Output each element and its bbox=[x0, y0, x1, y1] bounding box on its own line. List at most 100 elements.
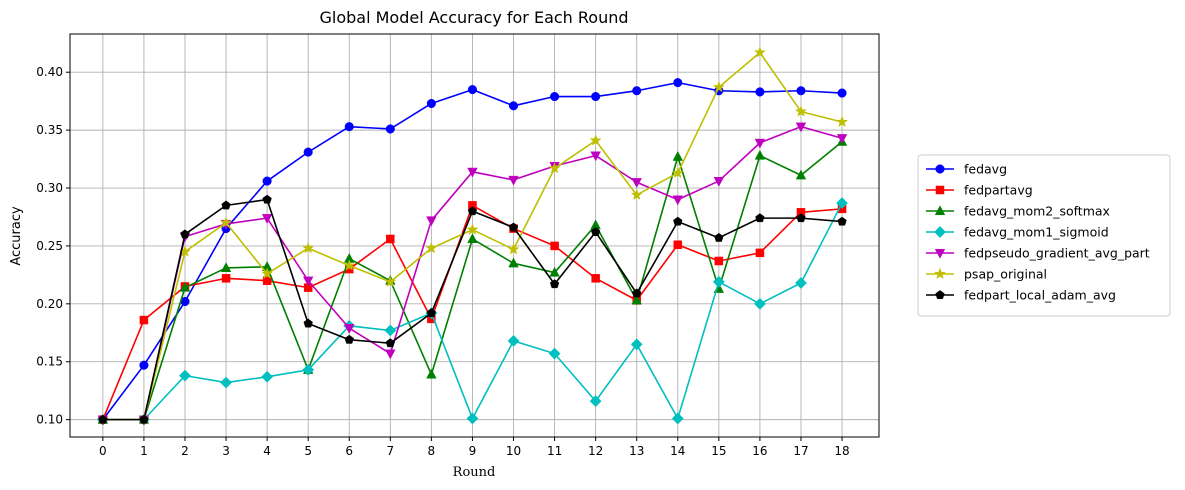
legend-marker bbox=[935, 185, 945, 195]
data-point bbox=[262, 194, 272, 204]
y-axis-title: Accuracy bbox=[9, 206, 24, 266]
plot-frame bbox=[69, 33, 880, 438]
data-point bbox=[672, 195, 683, 206]
x-tick-label: 11 bbox=[547, 444, 562, 458]
legend-item: psap_original bbox=[926, 267, 1047, 282]
data-point bbox=[755, 248, 765, 258]
x-tick-label: 5 bbox=[304, 444, 312, 458]
y-tick-label: 0.40 bbox=[36, 65, 63, 79]
legend-marker bbox=[934, 205, 946, 216]
data-point bbox=[837, 216, 847, 226]
data-point bbox=[139, 414, 149, 424]
data-point bbox=[632, 288, 642, 298]
data-point bbox=[302, 241, 315, 254]
data-point bbox=[467, 85, 477, 95]
data-point bbox=[713, 177, 725, 187]
data-point bbox=[384, 324, 397, 337]
legend-label: fedpartavg bbox=[964, 183, 1033, 198]
data-point bbox=[755, 213, 765, 223]
legend: fedavg fedpartavg fedavg_mom2_softmaxfedav… bbox=[917, 154, 1171, 317]
series-psap_original bbox=[96, 46, 849, 425]
data-point bbox=[673, 216, 683, 226]
data-point bbox=[672, 151, 683, 161]
x-tick-label: 17 bbox=[793, 444, 808, 458]
data-point bbox=[303, 147, 313, 157]
data-point bbox=[632, 86, 642, 96]
legend-label: fedpseudo_gradient_avg_part bbox=[964, 246, 1150, 261]
x-axis-title: Round bbox=[453, 465, 496, 480]
data-point bbox=[712, 80, 725, 93]
x-tick-label: 7 bbox=[386, 444, 394, 458]
data-point bbox=[467, 233, 478, 244]
legend-item: fedpart_local_adam_avg bbox=[926, 288, 1116, 303]
y-tick-label: 0.25 bbox=[36, 239, 63, 253]
data-point bbox=[795, 277, 807, 289]
data-point bbox=[302, 363, 315, 376]
data-point bbox=[755, 87, 765, 97]
legend-item: fedpartavg bbox=[926, 183, 1033, 198]
legend-label: fedavg_mom1_sigmoid bbox=[964, 225, 1109, 240]
x-tick-label: 12 bbox=[588, 444, 603, 458]
data-point bbox=[426, 98, 436, 109]
legend-marker bbox=[934, 226, 946, 238]
data-point bbox=[467, 167, 478, 178]
x-tick-label: 15 bbox=[711, 444, 726, 458]
y-axis-ticks: 0.10 0.15 0.20 0.25 0.30 0.35 0.40 bbox=[36, 65, 70, 427]
data-point bbox=[179, 281, 191, 292]
data-point bbox=[221, 274, 231, 283]
x-tick-label: 0 bbox=[99, 444, 107, 458]
data-point bbox=[590, 151, 601, 162]
data-point bbox=[344, 122, 354, 132]
x-tick-label: 9 bbox=[469, 444, 477, 458]
legend-item: fedavg_mom1_sigmoid bbox=[926, 225, 1109, 240]
data-point bbox=[795, 169, 807, 180]
data-point bbox=[385, 338, 395, 348]
data-point bbox=[466, 412, 479, 425]
data-point bbox=[220, 216, 233, 228]
y-tick-label: 0.15 bbox=[36, 355, 63, 369]
data-point bbox=[261, 267, 274, 279]
data-point bbox=[630, 338, 643, 351]
legend-marker bbox=[934, 248, 946, 259]
legend-box bbox=[917, 154, 1171, 317]
data-point bbox=[589, 134, 602, 146]
data-point bbox=[508, 101, 519, 111]
x-tick-label: 18 bbox=[834, 444, 849, 458]
x-tick-label: 8 bbox=[428, 444, 436, 458]
data-point bbox=[671, 412, 684, 425]
data-point bbox=[754, 149, 766, 160]
legend-item: fedavg bbox=[926, 162, 1007, 177]
x-tick-label: 16 bbox=[752, 444, 767, 458]
data-point bbox=[549, 266, 560, 277]
data-point bbox=[548, 161, 561, 174]
x-tick-label: 10 bbox=[506, 444, 521, 458]
data-point bbox=[386, 234, 395, 244]
data-point bbox=[836, 197, 848, 210]
data-point bbox=[837, 88, 847, 98]
legend-label: fedpart_local_adam_avg bbox=[964, 288, 1116, 303]
data-point bbox=[796, 86, 806, 96]
data-point bbox=[467, 206, 478, 216]
data-point bbox=[302, 276, 314, 287]
data-point bbox=[344, 334, 354, 344]
data-point bbox=[754, 138, 766, 149]
data-point bbox=[426, 308, 437, 318]
data-point bbox=[139, 360, 149, 370]
legend-item: fedavg_mom2_softmax bbox=[926, 204, 1110, 219]
data-point bbox=[796, 213, 806, 223]
data-point bbox=[139, 315, 149, 325]
data-point bbox=[549, 279, 560, 289]
y-tick-label: 0.35 bbox=[36, 123, 63, 137]
legend-marker bbox=[935, 290, 945, 299]
x-tick-label: 1 bbox=[140, 444, 148, 458]
data-point bbox=[631, 178, 642, 188]
legend-label: fedavg_mom2_softmax bbox=[964, 204, 1110, 219]
data-point bbox=[262, 176, 272, 186]
x-tick-label: 14 bbox=[670, 444, 685, 458]
data-point bbox=[673, 78, 683, 88]
data-point bbox=[671, 166, 684, 179]
series-group bbox=[96, 46, 849, 426]
x-tick-label: 4 bbox=[263, 444, 271, 458]
data-point bbox=[591, 91, 601, 102]
